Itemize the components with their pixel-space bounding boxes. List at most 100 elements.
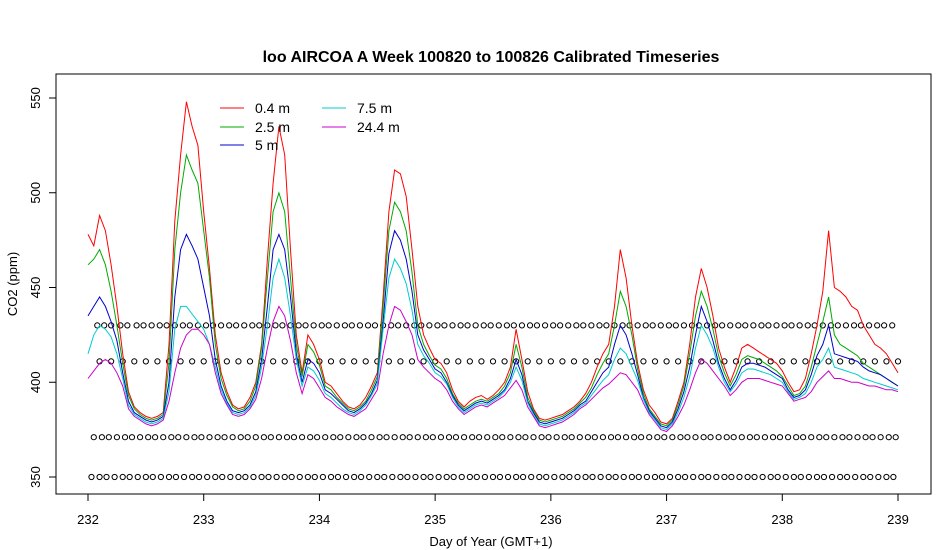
reference-marker	[538, 434, 545, 441]
reference-marker	[510, 322, 517, 329]
reference-marker	[429, 434, 436, 441]
reference-marker	[389, 473, 396, 481]
reference-marker	[295, 322, 302, 329]
x-tick-label: 232	[77, 512, 99, 527]
reference-marker	[397, 473, 404, 481]
reference-marker	[536, 473, 543, 481]
reference-marker	[427, 473, 434, 481]
reference-marker	[227, 473, 234, 481]
reference-marker	[126, 473, 133, 481]
reference-marker	[877, 434, 884, 441]
y-tick-label: 400	[28, 371, 43, 393]
reference-marker	[288, 473, 295, 481]
reference-marker	[675, 358, 682, 365]
reference-marker	[565, 322, 572, 329]
reference-marker	[573, 322, 580, 329]
reference-marker	[351, 358, 358, 365]
reference-marker	[189, 358, 196, 365]
reference-marker	[221, 434, 228, 441]
reference-marker	[310, 322, 317, 329]
reference-marker	[473, 473, 480, 481]
reference-marker	[460, 434, 468, 441]
reference-marker	[353, 434, 360, 441]
reference-marker	[617, 358, 624, 365]
reference-marker	[279, 322, 286, 329]
reference-marker	[103, 473, 110, 481]
reference-marker	[852, 473, 859, 481]
reference-marker	[576, 434, 583, 441]
reference-marker	[742, 322, 749, 329]
reference-marker	[267, 434, 274, 441]
reference-marker	[374, 473, 381, 481]
reference-marker	[273, 473, 280, 481]
series-line-3	[87, 257, 899, 431]
reference-marker	[628, 473, 635, 481]
reference-marker	[223, 358, 230, 365]
reference-marker	[131, 358, 138, 365]
reference-marker	[839, 434, 846, 441]
y-tick-label: 350	[28, 466, 43, 488]
reference-marker	[837, 473, 844, 481]
reference-marker	[709, 358, 716, 365]
reference-marker	[383, 434, 390, 441]
reference-marker	[175, 434, 182, 441]
reference-marker	[356, 322, 364, 329]
reference-marker	[744, 358, 751, 365]
reference-marker	[813, 473, 821, 481]
reference-marker	[163, 322, 170, 329]
reference-marker	[202, 322, 210, 329]
reference-marker	[235, 473, 242, 481]
reference-marker	[568, 434, 575, 441]
reference-marker	[160, 434, 167, 441]
reference-marker	[553, 434, 560, 441]
reference-marker	[808, 434, 815, 441]
legend-label: 0.4 m	[255, 100, 290, 116]
reference-marker	[311, 473, 318, 481]
reference-marker	[342, 473, 350, 481]
reference-marker	[337, 434, 344, 441]
reference-marker	[658, 473, 666, 481]
reference-marker	[466, 473, 473, 481]
reference-marker	[98, 434, 105, 441]
reference-marker	[469, 434, 476, 441]
reference-marker	[781, 322, 788, 329]
reference-marker	[735, 322, 742, 329]
reference-marker	[732, 358, 740, 365]
reference-marker	[296, 473, 303, 481]
reference-marker	[341, 322, 348, 329]
reference-marker	[105, 434, 112, 441]
reference-marker	[275, 434, 283, 441]
reference-marker	[759, 473, 766, 481]
reference-marker	[813, 358, 821, 365]
reference-marker	[605, 358, 612, 365]
reference-marker	[788, 322, 795, 329]
y-tick-label: 550	[28, 87, 43, 109]
reference-marker	[496, 473, 504, 481]
reference-marker	[283, 434, 291, 441]
reference-marker	[566, 473, 573, 481]
reference-marker	[753, 434, 760, 441]
reference-marker	[198, 434, 205, 441]
reference-marker	[530, 434, 537, 441]
reference-marker	[412, 473, 419, 481]
reference-markers	[88, 322, 902, 481]
reference-marker	[333, 322, 340, 329]
reference-marker	[825, 358, 832, 365]
reference-marker	[252, 434, 259, 441]
y-tick-label: 500	[28, 182, 43, 204]
reference-marker	[677, 434, 684, 441]
reference-marker	[362, 358, 369, 365]
reference-marker	[515, 434, 522, 441]
reference-marker	[480, 322, 487, 329]
reference-marker	[117, 322, 124, 329]
reference-marker	[588, 322, 595, 329]
reference-marker	[472, 322, 479, 329]
reference-marker	[634, 322, 641, 329]
reference-marker	[543, 473, 550, 481]
reference-marker	[327, 358, 335, 365]
reference-marker	[651, 473, 659, 481]
reference-marker	[865, 322, 873, 329]
reference-marker	[376, 434, 383, 441]
reference-marker	[322, 434, 329, 441]
reference-marker	[434, 322, 441, 329]
